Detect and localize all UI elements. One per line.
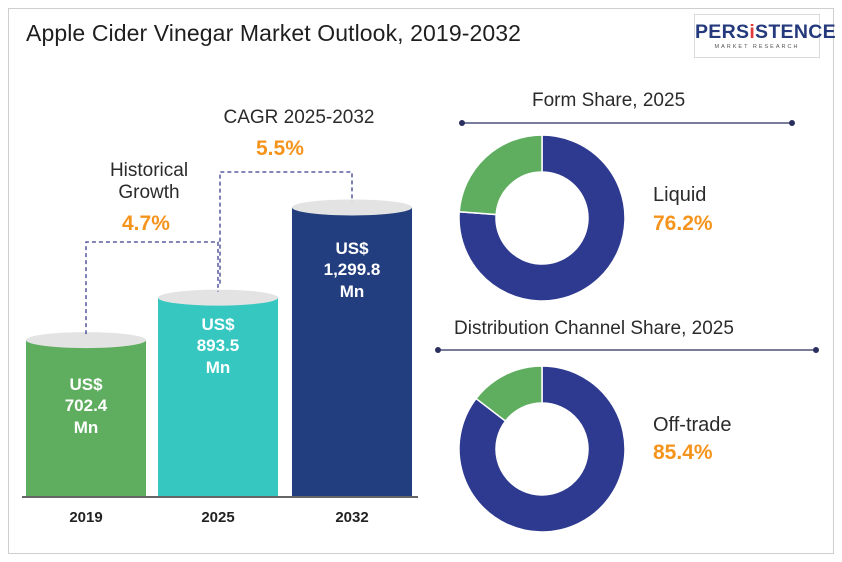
donut-form-slice-0 bbox=[458, 134, 626, 302]
bar-cap-2032 bbox=[292, 199, 412, 216]
donut-form-slice-1 bbox=[458, 134, 543, 216]
chart-frame bbox=[8, 8, 834, 554]
cagr-connector bbox=[219, 171, 353, 284]
form-share-divider-dot-right bbox=[789, 120, 795, 126]
historical-growth-connector bbox=[85, 241, 219, 335]
historical-growth-label: Historical Growth bbox=[109, 160, 189, 203]
historical-growth-value: 4.7% bbox=[122, 212, 170, 235]
cagr-label: CAGR 2025-2032 bbox=[223, 107, 375, 128]
bar-data-label-2019: US$ 702.4 Mn bbox=[64, 375, 108, 437]
persistence-logo: PERSiSTENCE MARKET RESEARCH bbox=[694, 14, 836, 58]
cagr-value: 5.5% bbox=[256, 137, 304, 160]
form-share-divider-dot-left bbox=[459, 120, 465, 126]
form-share-title: Form Share, 2025 bbox=[532, 90, 686, 111]
bar-data-label-2032: US$ 1,299.8 Mn bbox=[323, 239, 381, 301]
logo-word-part1: PERS bbox=[695, 21, 750, 43]
bar-2032 bbox=[292, 207, 412, 496]
donut-distribution-slice-0 bbox=[458, 365, 626, 533]
x-tick-2032: 2032 bbox=[335, 509, 369, 526]
bar-2025 bbox=[158, 297, 278, 496]
distribution-share-divider-dot-left bbox=[435, 347, 441, 353]
bar-cap-2019 bbox=[26, 332, 146, 349]
form-share-main-value: 76.2% bbox=[653, 212, 713, 235]
form-share-main-label: Liquid bbox=[653, 184, 707, 206]
distribution-share-title: Distribution Channel Share, 2025 bbox=[454, 318, 734, 339]
logo-wordmark: PERSiSTENCE bbox=[695, 21, 836, 44]
distribution-share-main-value: 85.4% bbox=[653, 441, 713, 464]
logo-word-part2: STENCE bbox=[755, 21, 836, 43]
chart-title: Apple Cider Vinegar Market Outlook, 2019… bbox=[26, 20, 522, 46]
x-tick-2019: 2019 bbox=[69, 509, 103, 526]
donut-distribution-slice-1 bbox=[475, 365, 543, 423]
logo-word-i: i bbox=[749, 21, 756, 43]
bar-2019 bbox=[26, 340, 146, 496]
bar-cap-2025 bbox=[158, 289, 278, 306]
distribution-share-main-label: Off-trade bbox=[653, 414, 732, 436]
logo-subtitle: MARKET RESEARCH bbox=[714, 44, 800, 50]
distribution-share-divider-dot-right bbox=[813, 347, 819, 353]
x-tick-2025: 2025 bbox=[201, 509, 235, 526]
bar-data-label-2025: US$ 893.5 Mn bbox=[196, 315, 240, 377]
